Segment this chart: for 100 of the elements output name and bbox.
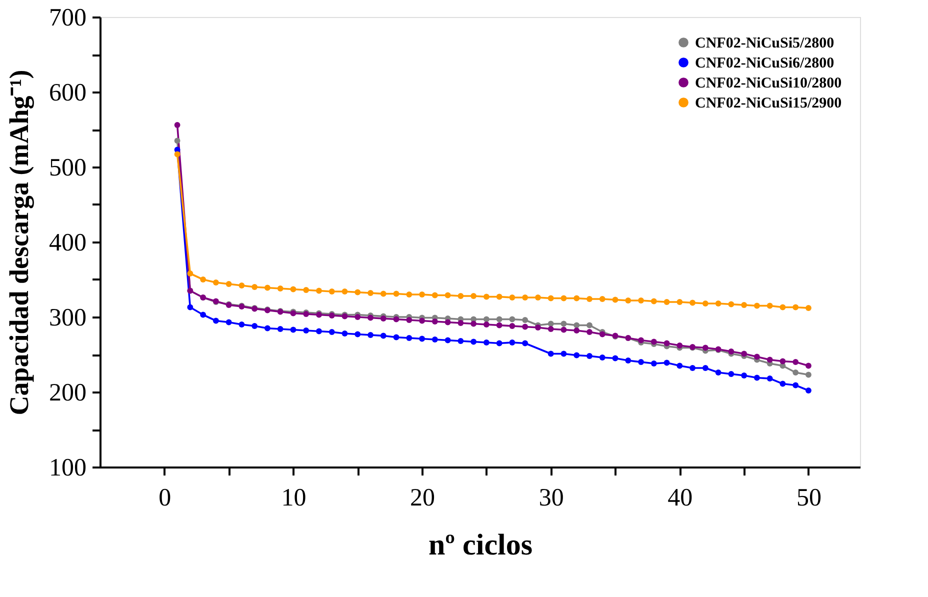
point bbox=[741, 302, 748, 308]
point bbox=[354, 314, 361, 320]
point bbox=[806, 305, 812, 311]
point bbox=[483, 316, 490, 322]
point bbox=[728, 348, 734, 354]
point bbox=[509, 323, 516, 329]
point bbox=[535, 294, 541, 300]
point bbox=[650, 298, 657, 304]
point bbox=[522, 294, 528, 300]
point bbox=[226, 281, 232, 287]
point bbox=[509, 294, 516, 300]
point bbox=[354, 289, 361, 296]
point bbox=[458, 338, 464, 344]
point bbox=[393, 334, 400, 340]
point bbox=[303, 328, 310, 334]
point bbox=[548, 320, 554, 327]
point bbox=[792, 382, 799, 388]
point bbox=[625, 298, 632, 304]
point bbox=[574, 295, 580, 302]
point bbox=[419, 336, 425, 342]
x-tick-label: 30 bbox=[538, 484, 564, 512]
point bbox=[741, 350, 748, 357]
point bbox=[187, 270, 194, 276]
point bbox=[664, 360, 670, 366]
point bbox=[806, 372, 812, 378]
x-tick-label: 50 bbox=[796, 484, 822, 512]
x-tick-label: 10 bbox=[281, 484, 306, 512]
point bbox=[432, 336, 438, 342]
point bbox=[264, 284, 270, 291]
point bbox=[264, 325, 270, 332]
point bbox=[174, 122, 180, 128]
point bbox=[535, 324, 541, 330]
point bbox=[574, 328, 580, 334]
point bbox=[612, 355, 618, 362]
point bbox=[368, 314, 374, 321]
point bbox=[638, 337, 644, 344]
point bbox=[586, 296, 592, 302]
point bbox=[444, 292, 451, 298]
y-tick-label: 500 bbox=[49, 154, 86, 182]
point bbox=[406, 335, 412, 341]
point bbox=[406, 317, 412, 323]
point bbox=[792, 304, 799, 310]
point bbox=[792, 370, 799, 376]
legend-label: CNF02-NiCuSi5/2800 bbox=[695, 36, 834, 52]
point bbox=[252, 323, 258, 329]
point bbox=[419, 292, 425, 298]
point bbox=[342, 288, 348, 294]
point bbox=[599, 354, 606, 360]
point bbox=[432, 318, 438, 324]
point bbox=[754, 354, 760, 360]
point bbox=[522, 324, 528, 330]
point bbox=[676, 299, 683, 305]
point bbox=[496, 316, 502, 322]
point bbox=[702, 344, 708, 351]
point bbox=[792, 359, 799, 365]
point bbox=[806, 388, 812, 394]
point bbox=[560, 350, 567, 357]
point bbox=[380, 332, 386, 339]
point bbox=[496, 340, 502, 346]
point bbox=[316, 328, 322, 334]
point bbox=[316, 288, 322, 294]
point bbox=[470, 293, 477, 299]
point bbox=[380, 290, 386, 297]
y-axis-title: Capacidad descarga (mAhg⁻¹) bbox=[4, 70, 34, 416]
point bbox=[676, 342, 683, 348]
point bbox=[522, 317, 528, 323]
point bbox=[548, 295, 554, 302]
point bbox=[328, 329, 335, 335]
point bbox=[522, 340, 528, 346]
x-axis-title: nº ciclos bbox=[428, 528, 533, 562]
point bbox=[560, 295, 567, 302]
point bbox=[354, 331, 361, 338]
point bbox=[238, 322, 245, 328]
point bbox=[780, 304, 786, 310]
point bbox=[252, 284, 258, 290]
point bbox=[741, 372, 748, 378]
point bbox=[599, 296, 606, 302]
point bbox=[212, 318, 219, 324]
x-tick-label: 40 bbox=[668, 484, 693, 512]
point bbox=[702, 365, 708, 371]
point bbox=[664, 299, 670, 305]
point bbox=[458, 293, 464, 299]
point bbox=[277, 326, 284, 332]
point bbox=[187, 304, 194, 310]
point bbox=[612, 296, 618, 303]
point bbox=[380, 316, 386, 322]
point bbox=[444, 319, 451, 326]
x-tick-label: 0 bbox=[158, 484, 172, 512]
point bbox=[226, 319, 232, 326]
point bbox=[754, 374, 760, 381]
y-tick-label: 300 bbox=[49, 304, 86, 332]
point bbox=[702, 300, 708, 306]
point bbox=[444, 337, 451, 344]
point bbox=[483, 322, 490, 328]
point bbox=[560, 320, 567, 327]
point bbox=[548, 326, 554, 332]
point bbox=[432, 292, 438, 298]
point bbox=[574, 352, 580, 358]
point bbox=[419, 318, 425, 324]
point bbox=[715, 370, 722, 376]
